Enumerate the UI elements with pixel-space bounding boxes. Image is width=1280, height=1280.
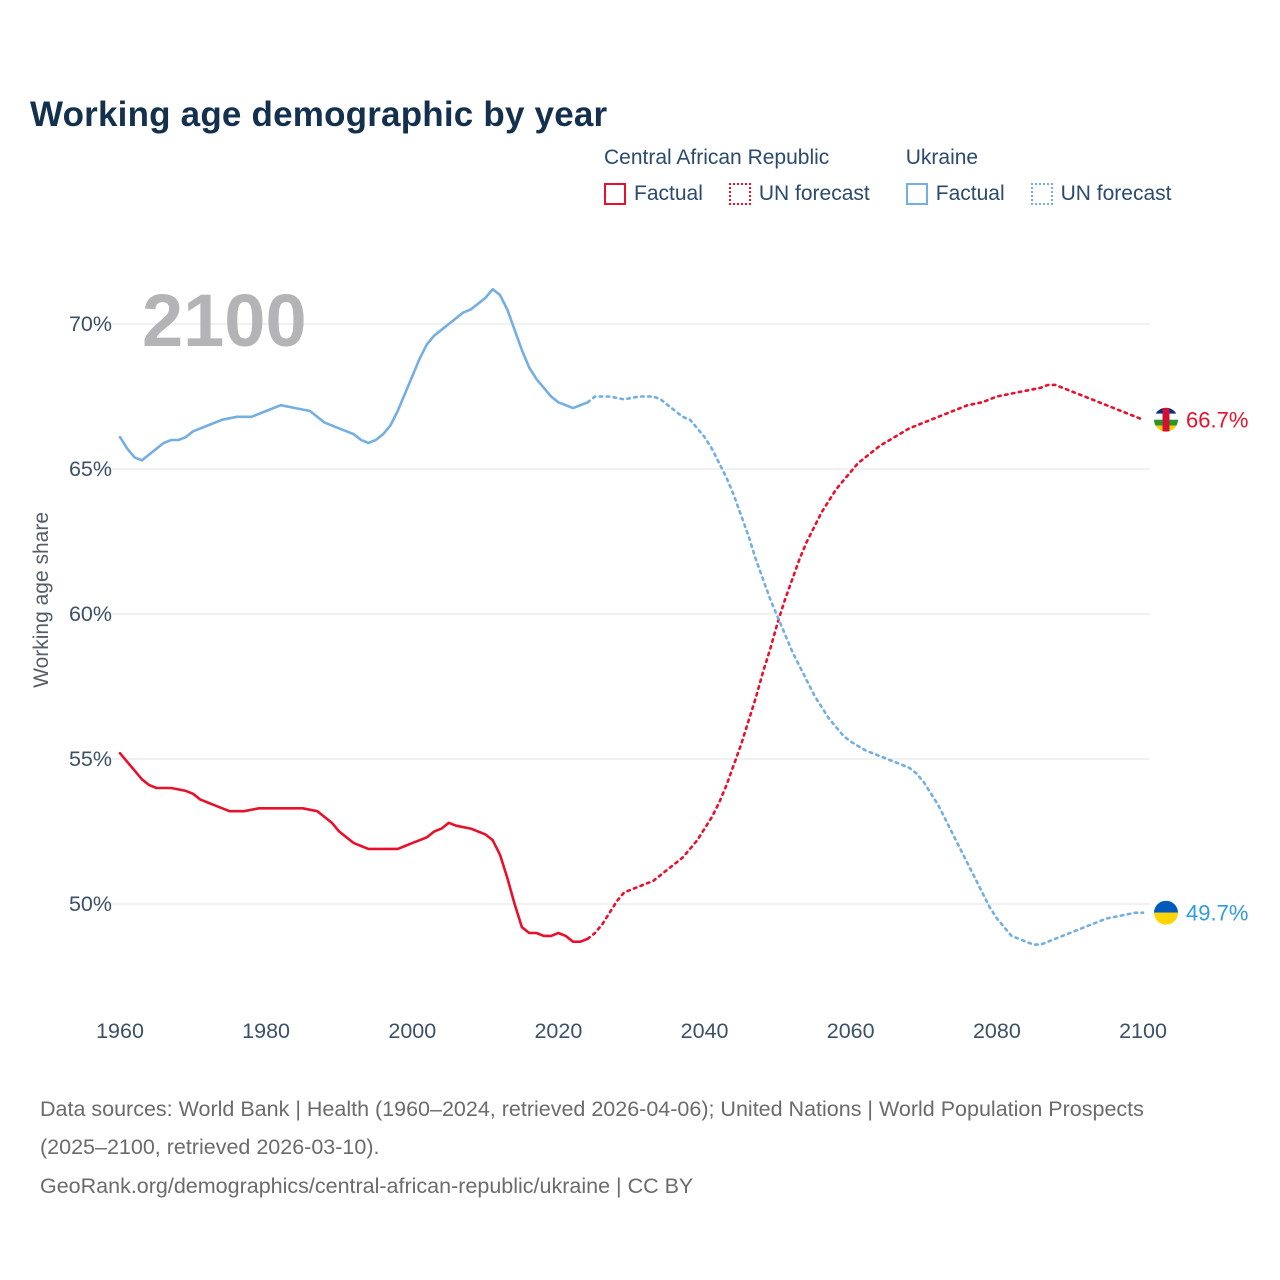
x-tick-label: 2060 <box>827 1019 875 1043</box>
series-ukraine-factual <box>118 287 590 462</box>
x-tick-label: 2020 <box>534 1019 582 1043</box>
page-title: Working age demographic by year <box>30 95 608 135</box>
legend-items: Factual UN forecast <box>905 182 1172 206</box>
x-tick-label: 1980 <box>242 1019 290 1043</box>
series-car-factual <box>118 751 590 944</box>
central-african-republic-flag-icon <box>1154 407 1178 432</box>
watermark-year: 2100 <box>142 279 307 362</box>
legend-swatch-solid-icon <box>905 183 928 205</box>
x-tick-label: 2100 <box>1119 1019 1167 1043</box>
x-tick-label: 1960 <box>96 1019 144 1043</box>
legend-item-label: Factual <box>634 182 703 205</box>
legend-item-car-factual[interactable]: Factual <box>604 182 703 206</box>
ukraine-flag-icon <box>1154 900 1178 925</box>
legend-item-car-forecast[interactable]: UN forecast <box>728 182 870 206</box>
x-tick-label: 2000 <box>388 1019 436 1043</box>
legend-group-title: Central African Republic <box>604 146 830 169</box>
y-tick-label: 55% <box>69 747 112 771</box>
legend-item-label: UN forecast <box>758 182 870 205</box>
y-tick-label: 65% <box>69 457 112 481</box>
legend-group-ukraine: Ukraine Factual UN forecast <box>905 146 1172 206</box>
attribution-text: GeoRank.org/demographics/central-african… <box>40 1173 694 1198</box>
legend-group-central-african-republic: Central African Republic Factual UN fore… <box>604 146 870 206</box>
x-tick-label: 2040 <box>681 1019 729 1043</box>
y-tick-label: 50% <box>69 892 112 916</box>
end-value-label: 66.7% <box>1186 408 1248 433</box>
chart-footer: Data sources: World Bank | Health (1960–… <box>40 1090 1170 1205</box>
x-tick-label: 2080 <box>973 1019 1021 1043</box>
legend-item-label: Factual <box>935 182 1005 205</box>
data-sources-text: Data sources: World Bank | Health (1960–… <box>40 1097 1144 1160</box>
legend-items: Factual UN forecast <box>604 182 870 206</box>
legend-item-label: UN forecast <box>1060 182 1172 205</box>
legend-group-title: Ukraine <box>905 146 979 169</box>
legend-swatch-dotted-icon <box>728 183 751 205</box>
y-tick-label: 60% <box>69 602 112 626</box>
end-value-label: 49.7% <box>1186 901 1248 926</box>
legend-item-ukraine-forecast[interactable]: UN forecast <box>1030 182 1172 206</box>
y-axis-title: Working age share <box>30 512 53 688</box>
legend-swatch-solid-icon <box>604 183 626 205</box>
y-tick-label: 70% <box>69 312 112 336</box>
series-car-forecast <box>586 383 1145 941</box>
chart-legend: Central African Republic Factual UN fore… <box>604 146 1172 206</box>
series-ukraine-forecast <box>586 395 1145 946</box>
legend-swatch-dotted-icon <box>1030 183 1053 205</box>
legend-item-ukraine-factual[interactable]: Factual <box>905 182 1005 206</box>
